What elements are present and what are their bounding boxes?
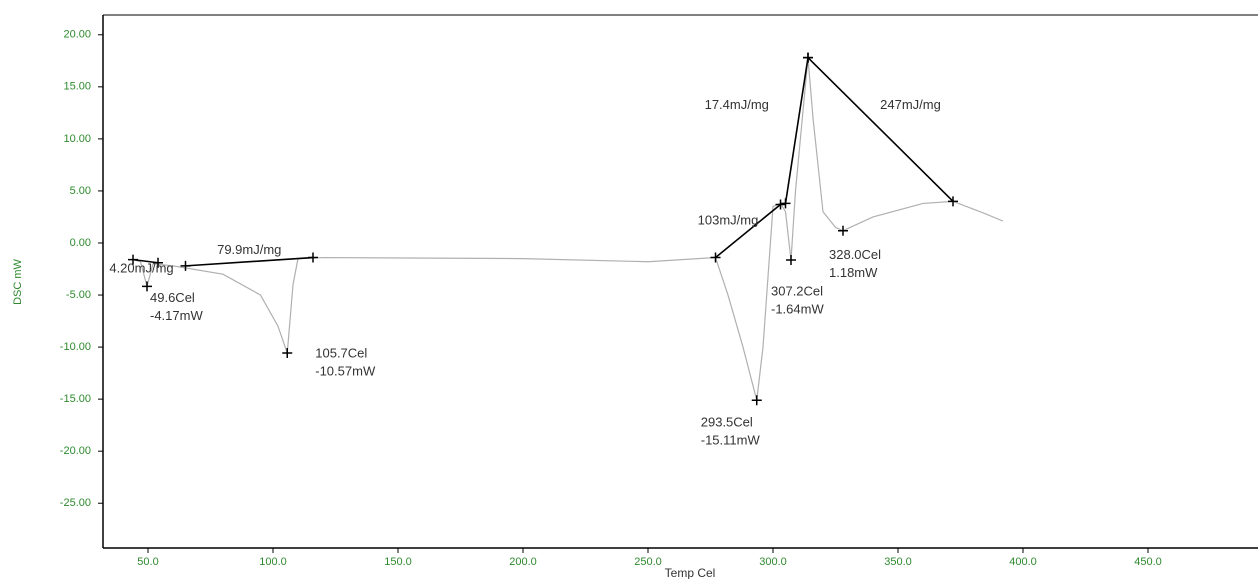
y-tick-label: -5.00 [66,289,91,301]
baseline-point [780,198,791,209]
x-tick-label: 200.0 [509,556,537,568]
y-tick-label: 20.00 [63,29,91,41]
baseline-point [153,257,163,268]
baseline-point [308,252,318,263]
enthalpy-label: 247mJ/mg [880,97,941,112]
peak-marker [282,348,293,359]
x-tick-label: 250.0 [634,556,662,568]
peak-temp-label: 105.7Cel [315,345,367,360]
peak-marker [142,281,152,292]
baseline-point [803,52,813,63]
y-tick-label: -25.00 [60,497,91,509]
peak-dsc-label: -10.57mW [315,363,376,378]
baseline-point [710,252,721,263]
baseline-point [948,196,958,207]
x-tick-label: 150.0 [384,556,412,568]
peak-dsc-label: -15.11mW [701,433,761,448]
peak-dsc-label: 1.18mW [829,265,878,280]
x-tick-label: 300.0 [759,556,787,568]
y-tick-label: 0.00 [70,237,91,249]
baseline-point [775,199,786,210]
x-axis-label: Temp Cel [665,566,716,579]
x-tick-label: 400.0 [1009,556,1037,568]
y-tick-label: 10.00 [63,133,91,145]
x-tick-label: 50.0 [137,556,158,568]
y-axis-label: DSC mW [12,258,24,304]
peak-dsc-label: -4.17mW [150,308,203,323]
y-tick-label: 5.00 [70,185,91,197]
peak-marker [838,225,848,236]
peak-temp-label: 307.2Cel [771,283,823,298]
baseline-point [180,260,191,271]
baseline [784,57,809,204]
peak-marker [751,395,762,406]
enthalpy-label: 103mJ/mg [698,212,759,227]
baseline [714,203,782,259]
peak-temp-label: 293.5Cel [701,415,753,430]
x-tick-label: 100.0 [259,556,287,568]
y-tick-label: 15.00 [63,81,91,93]
y-tick-label: -15.00 [60,393,91,405]
peak-temp-label: 49.6Cel [150,290,195,305]
baseline [185,256,314,267]
x-tick-label: 450.0 [1134,556,1162,568]
dsc-curve [132,57,1004,401]
x-tick-label: 350.0 [884,556,912,568]
baseline-point [128,254,138,265]
baseline [807,57,954,202]
peak-dsc-label: -1.64mW [771,301,824,316]
enthalpy-label: 4.20mJ/mg [109,261,173,276]
y-tick-label: -20.00 [60,445,91,457]
enthalpy-label: 79.9mJ/mg [217,242,281,257]
peak-temp-label: 328.0Cel [829,247,881,262]
enthalpy-label: 17.4mJ/mg [705,97,769,112]
peak-marker [786,255,796,266]
y-tick-label: -10.00 [60,341,91,353]
